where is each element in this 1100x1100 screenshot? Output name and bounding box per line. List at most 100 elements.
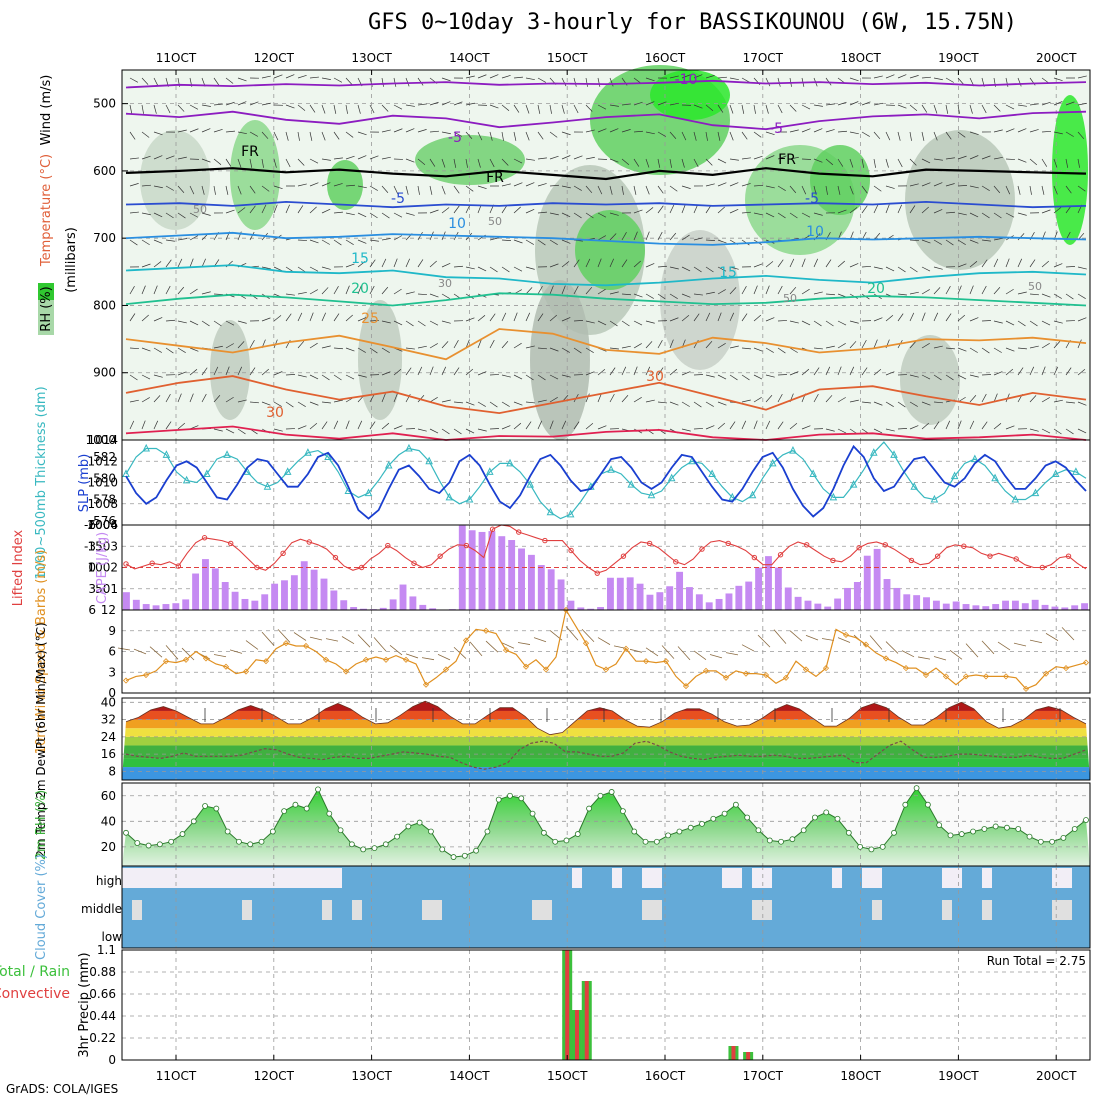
wind-barb: [645, 366, 651, 376]
wind-barb: [201, 320, 210, 327]
wind-barb: [465, 428, 475, 434]
wind-barb: [765, 285, 770, 295]
wind-barb: [825, 320, 834, 327]
wind-barb: [309, 266, 319, 272]
wind10m-point: [702, 667, 710, 674]
wind-barb: [561, 261, 570, 268]
cape-bar: [527, 554, 535, 610]
wind-barb: [789, 347, 798, 353]
wind-barb: [357, 104, 361, 114]
wind-barb: [693, 237, 703, 241]
cape-bar: [231, 591, 239, 610]
rh2m-point: [213, 805, 220, 812]
wind-barb: [177, 320, 187, 324]
isotherm-line: [125, 264, 1087, 287]
wind-barb: [129, 211, 139, 214]
wind-barb: [453, 158, 457, 168]
wind-barb: [921, 182, 931, 187]
wind-barb: [153, 261, 162, 268]
cape-bar: [794, 596, 802, 610]
cloud-high-clear: [192, 868, 202, 888]
wind-barb: [993, 320, 1003, 324]
rh2m-point: [992, 823, 999, 830]
wind-barb: [465, 204, 471, 214]
wind-barb: [657, 101, 667, 106]
cape-bar: [745, 581, 753, 610]
wind-barb: [525, 266, 535, 270]
isotherm-line: [125, 79, 1087, 89]
wind-barb: [1017, 233, 1025, 241]
wind10m-point: [162, 658, 170, 665]
wind-barb: [297, 401, 306, 407]
wind-barb: [213, 77, 220, 86]
wind-barb: [813, 320, 822, 327]
wind-barb: [981, 185, 990, 191]
wind-barb: [141, 131, 150, 138]
wind-barb: [453, 131, 462, 137]
wind-barb: [633, 397, 642, 403]
cape-bar: [844, 587, 851, 610]
cape-bar: [982, 606, 990, 610]
wind-barb: [1029, 103, 1039, 106]
wind-barb: [933, 158, 943, 161]
rh2m-point: [303, 805, 310, 812]
wind-barb: [657, 158, 661, 168]
wind-barb: [681, 266, 691, 272]
wind-barb: [261, 266, 271, 270]
wind-barb: [969, 317, 979, 322]
wind-barb: [129, 239, 138, 246]
wind-barb: [1029, 428, 1039, 432]
wind-barb: [261, 368, 270, 376]
precip-conv-bar: [584, 981, 589, 1060]
wind-barb: [945, 420, 951, 430]
wind-barb: [1053, 366, 1059, 376]
wind-barb: [549, 184, 559, 187]
x-tick-label: 15OCT: [547, 51, 588, 65]
precip-tick: 0.44: [89, 1009, 116, 1023]
wind-barb: [681, 74, 691, 79]
wind-barb: [273, 158, 277, 168]
cloud-high-clear: [142, 868, 152, 888]
wind-barb: [705, 266, 714, 273]
wind-barb: [765, 77, 771, 87]
wind-barb: [477, 315, 486, 322]
wind-barb: [813, 185, 817, 195]
wind-barb: [153, 395, 161, 403]
wind-barb: [153, 185, 163, 189]
wind-barb: [489, 266, 498, 273]
wind-barb: [225, 366, 230, 376]
lifted-index-point: [358, 564, 365, 571]
wind10m-barb: [357, 634, 371, 648]
wind-barb: [621, 345, 631, 349]
wind-barb: [165, 239, 175, 242]
isotherm-line: [125, 425, 1087, 441]
rh2m-point: [857, 843, 864, 850]
wind-barb: [897, 428, 908, 430]
wind-barb: [297, 374, 307, 378]
lifted-index-line: [125, 524, 1087, 574]
wind10m-barb: [469, 641, 483, 657]
wind-barb: [357, 317, 367, 322]
wind-barb: [237, 428, 246, 435]
rh-shade: [415, 135, 525, 185]
wind-barb: [693, 428, 704, 430]
wind-barb: [981, 239, 991, 242]
wind-barb: [909, 312, 915, 322]
wind-barb: [909, 266, 918, 273]
cape-bar: [725, 593, 733, 610]
wind-barb: [537, 420, 543, 430]
cloud-mid-clear: [982, 900, 992, 920]
wind-barb: [993, 129, 1003, 133]
thickness-point: [182, 475, 191, 484]
wind-barb: [165, 393, 171, 403]
wind-barb: [381, 422, 390, 430]
wind-barb: [717, 374, 727, 380]
wind-barb: [813, 128, 823, 133]
run-total: Run Total = 2.75: [987, 954, 1086, 968]
wind-barb: [717, 158, 727, 164]
lifted-tick: 0: [88, 561, 96, 575]
x-tick-label: 18OCT: [840, 1069, 881, 1083]
isotherm-line: [125, 375, 1087, 415]
wind-barb: [837, 366, 842, 376]
wind-barb: [189, 235, 199, 241]
